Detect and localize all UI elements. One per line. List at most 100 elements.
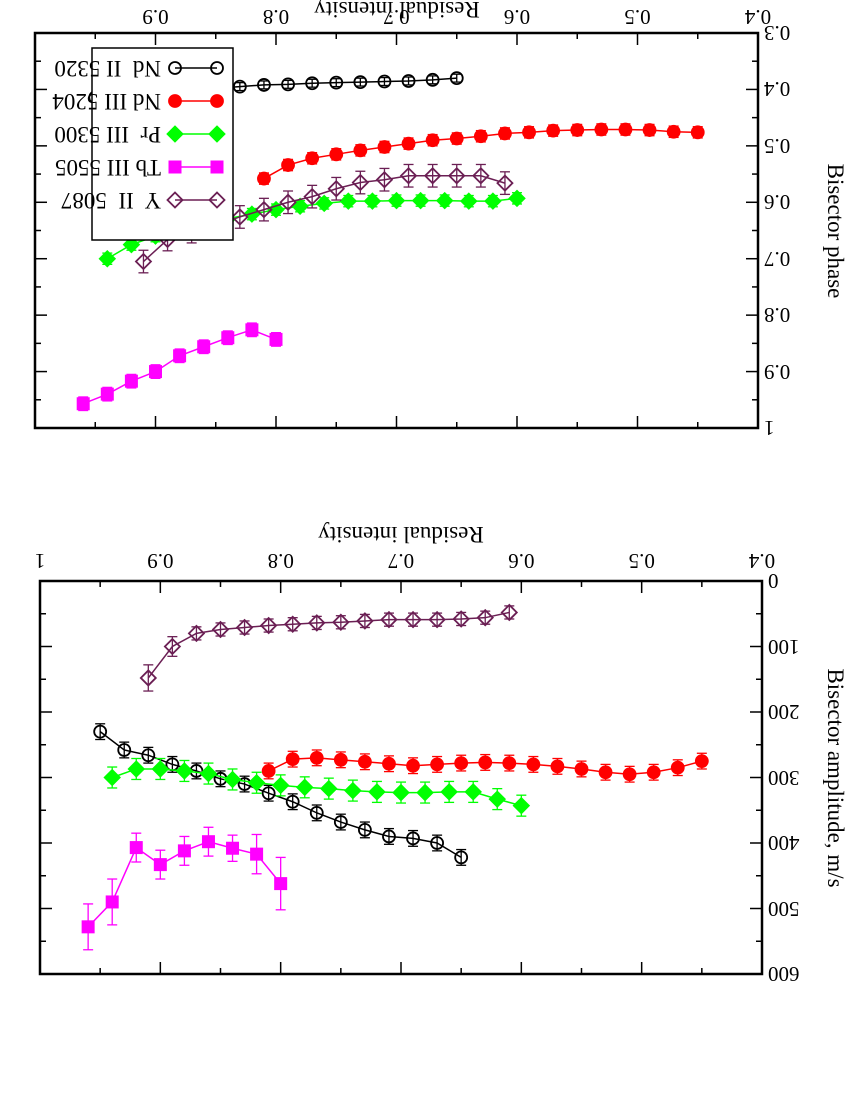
data-point — [329, 75, 344, 90]
data-point — [356, 612, 374, 630]
y-tick-label: 0.6 — [764, 190, 790, 214]
data-point — [598, 765, 613, 780]
y-tick-label: 400 — [768, 831, 800, 855]
data-point — [351, 173, 370, 192]
data-point — [201, 835, 215, 849]
data-point — [199, 764, 218, 783]
data-point — [500, 603, 519, 622]
data-point — [353, 75, 368, 89]
data-point — [327, 179, 346, 198]
data-point — [283, 615, 302, 634]
x-tick-label: 0.5 — [629, 549, 655, 573]
data-point — [526, 757, 541, 772]
data-point — [357, 822, 372, 837]
panel-phase: 0.4 0.5 0.6 0.7 0.8 0.9 0.3 0.4 0.5 0.6 … — [33, 0, 848, 440]
tick-labels-phase: 0.4 0.5 0.6 0.7 0.8 0.9 0.3 0.4 0.5 0.6 … — [142, 5, 790, 440]
legend-marker — [168, 61, 182, 75]
data-point — [281, 77, 295, 92]
data-point — [387, 191, 406, 210]
data-point — [472, 166, 490, 185]
data-point — [320, 779, 338, 798]
data-point — [281, 158, 295, 172]
data-point — [305, 76, 320, 91]
x-tick-label: 0.8 — [268, 549, 294, 573]
data-point — [100, 387, 114, 401]
data-point — [332, 613, 350, 632]
data-point — [425, 72, 440, 87]
data-point — [428, 610, 446, 629]
legend: Nd II 5320 Nd III 5204 Pr III 5300 Tb II… — [52, 47, 234, 241]
data-point — [666, 124, 681, 139]
data-point — [261, 764, 276, 778]
data-point — [690, 125, 705, 140]
data-point — [267, 200, 285, 219]
data-point — [512, 796, 531, 815]
data-point — [382, 829, 396, 844]
x-tick-label: 0.9 — [147, 549, 173, 573]
data-point — [454, 850, 469, 865]
data-point — [473, 129, 488, 144]
y-axis-label-phase: Bisector phase — [823, 164, 848, 299]
legend-samples — [166, 61, 226, 209]
data-point — [309, 805, 324, 820]
data-point — [344, 781, 362, 800]
x-tick-label: 0.6 — [504, 5, 530, 29]
x-tick-label: 0.9 — [142, 5, 168, 29]
data-point — [377, 140, 392, 154]
data-point — [274, 877, 288, 891]
data-point — [502, 756, 517, 770]
data-point — [406, 758, 420, 773]
y-tick-label: 300 — [768, 766, 800, 790]
data-point — [447, 166, 466, 185]
data-point — [435, 191, 454, 210]
data-point — [522, 125, 536, 140]
legend-marker — [168, 160, 182, 174]
data-point — [423, 166, 442, 185]
y-tick-label: 200 — [768, 700, 800, 724]
x-tick-label: 0.8 — [263, 5, 289, 29]
data-point — [285, 752, 300, 767]
x-tick-label: 0.7 — [388, 549, 414, 573]
data-point — [329, 147, 344, 162]
x-tick-label: 0.7 — [383, 5, 409, 29]
data-point — [269, 332, 283, 346]
data-point — [430, 757, 445, 772]
data-point — [622, 767, 637, 782]
data-point — [257, 78, 271, 92]
data-point — [460, 192, 478, 210]
data-point — [124, 374, 138, 388]
x-axis-label-phase: Residual intensity — [314, 0, 480, 22]
legend-marker — [208, 191, 226, 209]
legend-marker — [210, 94, 224, 108]
legend-label: Nd II 5320 — [54, 56, 161, 81]
data-point — [255, 200, 273, 219]
legend-marker — [168, 94, 182, 108]
data-point — [416, 783, 434, 802]
data-point — [151, 760, 170, 778]
data-point — [488, 790, 507, 808]
data-point — [141, 748, 156, 763]
data-point — [315, 194, 333, 213]
data-point — [98, 249, 117, 268]
y-tick-label: 0.4 — [764, 77, 791, 101]
data-point — [694, 754, 709, 769]
legend-label: Y II 5087 — [61, 188, 161, 213]
y-tick-label: 100 — [768, 635, 800, 659]
data-point — [430, 836, 445, 850]
data-point — [149, 365, 162, 379]
x-tick-label: 0.5 — [624, 5, 650, 29]
data-point — [411, 191, 430, 210]
data-point — [399, 166, 418, 185]
legend-label: Pr III 5300 — [54, 122, 161, 147]
data-point — [404, 610, 422, 629]
data-point — [401, 74, 416, 88]
data-point — [127, 760, 146, 778]
legend-marker — [210, 61, 224, 75]
data-point — [177, 844, 191, 858]
legend-marker — [208, 125, 226, 143]
data-point — [303, 187, 321, 206]
y-tick-label: 0.9 — [764, 360, 790, 384]
data-point — [508, 189, 526, 208]
data-point — [231, 208, 249, 226]
